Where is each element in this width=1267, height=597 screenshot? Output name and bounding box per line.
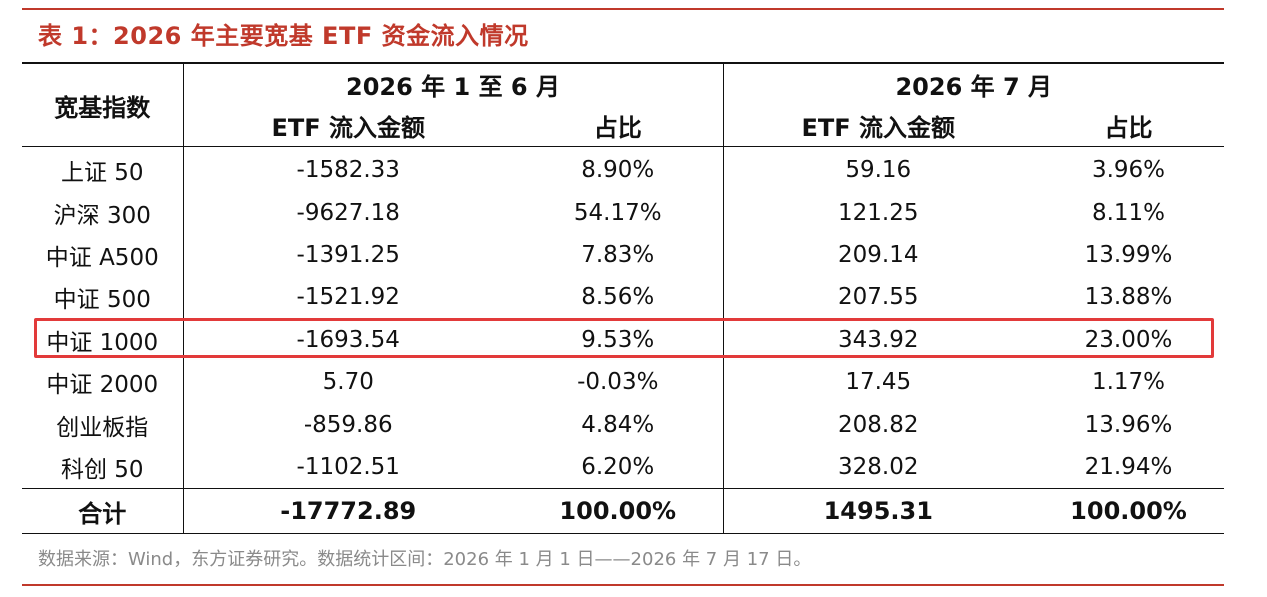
header-july-flow: ETF 流入金额	[722, 105, 1034, 147]
july-flow-cell: 121.25	[722, 191, 1034, 234]
header-h1-share: 占比	[593, 114, 642, 142]
total-july-flow: 1495.31	[722, 488, 1034, 534]
header-july-share: 占比	[1104, 114, 1153, 142]
total-h1-flow: -17772.89	[182, 488, 513, 534]
header-group-h1: 2026 年 1 至 6 月	[182, 63, 724, 105]
row-name: 科创 50	[60, 456, 144, 483]
source-note: 数据来源：Wind，东方证券研究。数据统计区间：2026 年 1 月 1 日——…	[38, 549, 812, 570]
h1-share-cell: 8.90%	[581, 157, 655, 184]
h1-flow-cell: -1102.51	[182, 445, 513, 489]
row-name: 中证 1000	[46, 329, 159, 356]
july-flow-cell: 208.82	[722, 403, 1034, 446]
h1-flow-cell: -1391.25	[182, 233, 513, 277]
table-row: 中证 2000 5.70 -0.03% 17.45 1.17%	[22, 360, 1224, 404]
july-share-cell: 8.11%	[1091, 199, 1166, 226]
july-flow-cell: 59.16	[722, 146, 1034, 192]
table-row: 科创 50 -1102.51 6.20% 328.02 21.94%	[22, 445, 1224, 489]
july-flow-cell: 17.45	[722, 360, 1034, 404]
h1-share-cell: 8.56%	[581, 284, 655, 311]
july-share-cell: 23.00%	[1084, 326, 1173, 353]
july-flow-cell: 328.02	[722, 445, 1034, 489]
h1-flow-cell: 5.70	[182, 360, 513, 404]
table-row: 沪深 300 -9627.18 54.17% 121.25 8.11%	[22, 191, 1224, 234]
row-name: 中证 A500	[45, 244, 159, 271]
july-share-cell: 13.96%	[1084, 411, 1173, 438]
header-group-july: 2026 年 7 月	[722, 63, 1225, 105]
table-row: 中证 500 -1521.92 8.56% 207.55 13.88%	[22, 276, 1224, 319]
etf-flow-table: 宽基指数 2026 年 1 至 6 月 2026 年 7 月 ETF 流入金额 …	[22, 62, 1225, 534]
h1-share-cell: 9.53%	[581, 326, 655, 353]
total-h1-share: 100.00%	[559, 497, 677, 526]
header-h1-flow: ETF 流入金额	[182, 105, 513, 147]
h1-flow-cell: -1693.54	[182, 318, 513, 361]
total-label: 合计	[78, 499, 127, 528]
july-share-cell: 13.99%	[1084, 241, 1173, 268]
row-name: 沪深 300	[53, 202, 151, 229]
table-title: 表 1：2026 年主要宽基 ETF 资金流入情况	[38, 22, 529, 50]
h1-flow-cell: -859.86	[182, 403, 513, 446]
row-name: 创业板指	[56, 414, 149, 441]
top-rule	[22, 8, 1224, 10]
july-share-cell: 21.94%	[1084, 453, 1173, 480]
h1-flow-cell: -1582.33	[182, 146, 513, 192]
total-row: 合计 -17772.89 100.00% 1495.31 100.00%	[22, 488, 1225, 534]
h1-share-cell: -0.03%	[577, 369, 659, 396]
row-name: 中证 500	[53, 287, 151, 314]
july-flow-cell: 209.14	[722, 233, 1034, 277]
july-share-cell: 3.96%	[1091, 157, 1166, 184]
table-row: 上证 50 -1582.33 8.90% 59.16 3.96%	[22, 146, 1224, 192]
h1-flow-cell: -9627.18	[182, 191, 513, 234]
july-flow-cell: 343.92	[722, 318, 1034, 361]
h1-share-cell: 6.20%	[581, 453, 655, 480]
total-july-share: 100.00%	[1070, 497, 1187, 526]
h1-share-cell: 7.83%	[581, 241, 655, 268]
july-share-cell: 13.88%	[1084, 284, 1173, 311]
h1-flow-cell: -1521.92	[182, 276, 513, 319]
header-index: 宽基指数	[54, 93, 151, 122]
row-name: 中证 2000	[46, 372, 159, 399]
bottom-rule	[22, 584, 1224, 586]
h1-share-cell: 4.84%	[581, 411, 655, 438]
h1-share-cell: 54.17%	[573, 199, 662, 226]
row-name: 上证 50	[60, 160, 144, 187]
july-flow-cell: 207.55	[722, 276, 1034, 319]
july-share-cell: 1.17%	[1091, 369, 1166, 396]
table-row: 中证 A500 -1391.25 7.83% 209.14 13.99%	[22, 233, 1224, 277]
table-row: 创业板指 -859.86 4.84% 208.82 13.96%	[22, 403, 1224, 446]
table-row-highlighted: 中证 1000 -1693.54 9.53% 343.92 23.00%	[22, 318, 1224, 361]
